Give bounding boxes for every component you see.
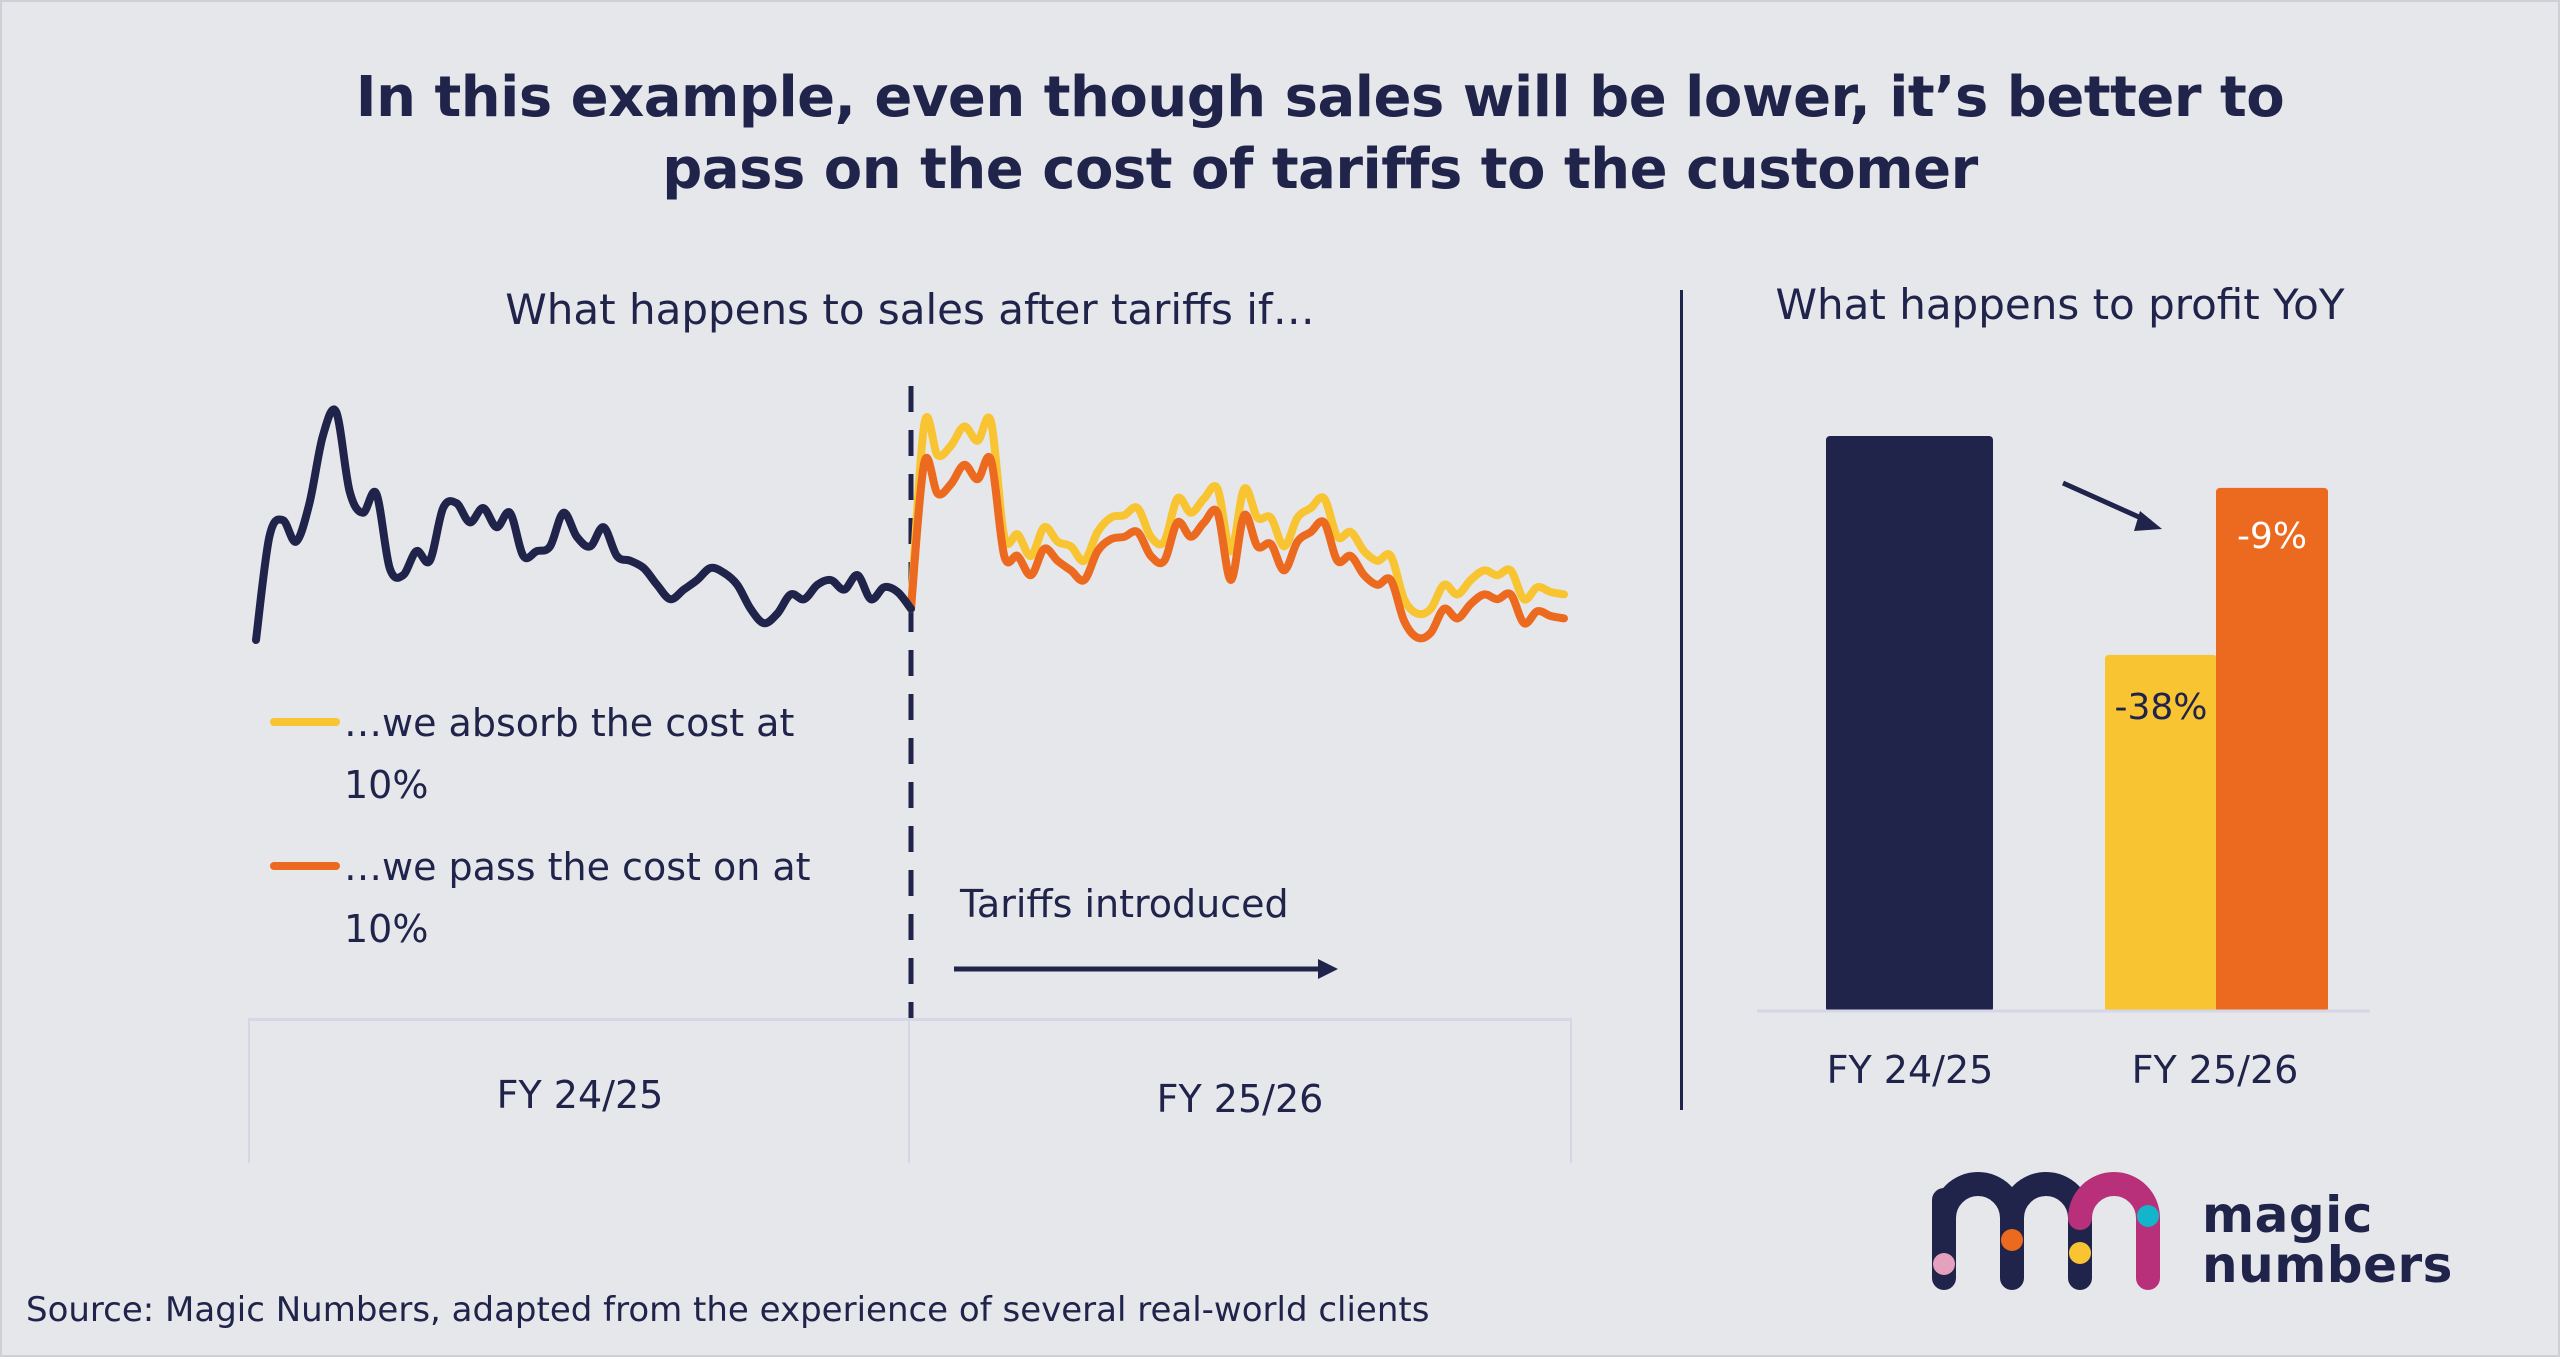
line-chart-title: What happens to sales after tariffs if…	[505, 285, 1315, 334]
bar-category-fy2526: FY 25/26	[2131, 1048, 2299, 1092]
line-series-baseline	[252, 405, 915, 644]
legend-item-pass-on: …we pass the cost on at 10%	[268, 836, 888, 960]
legend-swatch-yellow	[270, 718, 340, 726]
tariff-annotation: Tariffs introduced	[960, 882, 1289, 926]
line-series-absorb	[907, 413, 1568, 619]
legend-label-pass-on: …we pass the cost on at 10%	[344, 845, 811, 951]
legend-item-absorb: …we absorb the cost at 10%	[268, 692, 888, 816]
bar-category-fy2425: FY 24/25	[1826, 1048, 1994, 1092]
period-fy2425: FY 24/25	[248, 1018, 910, 1163]
legend-label-absorb: …we absorb the cost at 10%	[344, 701, 795, 807]
period-fy2526: FY 25/26	[908, 1018, 1572, 1163]
bar-chart-title: What happens to profit YoY	[1775, 280, 2345, 329]
section-divider	[1680, 290, 1683, 1110]
logo-wordmark: magic numbers	[2202, 1190, 2453, 1290]
bar-fy2526-absorb	[2105, 654, 2217, 1012]
decline-arrow	[2061, 480, 2162, 531]
line-chart-legend: …we absorb the cost at 10% …we pass the …	[268, 692, 888, 980]
legend-swatch-orange	[270, 862, 340, 870]
bar-fy2425	[1826, 436, 1993, 1012]
tariff-arrow	[954, 959, 1338, 979]
period-label-fy2526: FY 25/26	[1156, 1077, 1324, 1121]
bar-data-label: -9%	[2237, 516, 2307, 557]
bar-fy2526-pass-on	[2216, 487, 2328, 1013]
bar-data-label: -38%	[2114, 687, 2207, 728]
source-note: Source: Magic Numbers, adapted from the …	[26, 1290, 1430, 1330]
line-series-pass-on	[907, 453, 1568, 643]
logo-line-1: magic	[2202, 1186, 2373, 1244]
logo-line-2: numbers	[2202, 1236, 2453, 1294]
mn-logo-icon	[1932, 1172, 2160, 1290]
period-label-fy2425: FY 24/25	[496, 1073, 664, 1117]
slide-title: In this example, even though sales will …	[355, 65, 2285, 202]
